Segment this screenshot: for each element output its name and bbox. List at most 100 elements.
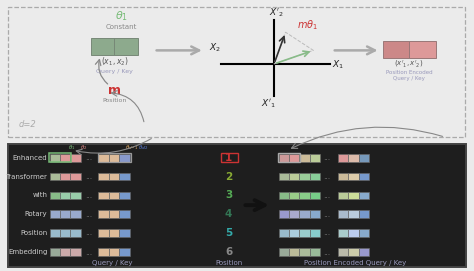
Bar bbox=[99, 154, 109, 162]
Bar bbox=[71, 248, 81, 256]
FancyBboxPatch shape bbox=[8, 144, 466, 267]
Text: $X_1$: $X_1$ bbox=[332, 58, 344, 71]
Bar bbox=[279, 173, 289, 180]
Bar bbox=[98, 153, 131, 162]
Text: Position: Position bbox=[215, 260, 242, 266]
Text: $\theta_1$: $\theta_1$ bbox=[115, 9, 128, 22]
Bar bbox=[359, 192, 369, 199]
Bar bbox=[60, 248, 71, 256]
Text: $\theta_{d\!-\!1}$: $\theta_{d\!-\!1}$ bbox=[125, 143, 138, 152]
Bar bbox=[310, 192, 320, 199]
Text: ...: ... bbox=[324, 228, 331, 237]
Bar bbox=[310, 229, 320, 237]
Bar bbox=[338, 229, 348, 237]
FancyBboxPatch shape bbox=[8, 7, 465, 137]
Bar bbox=[300, 248, 310, 256]
Bar bbox=[71, 154, 81, 162]
Text: Enhanced: Enhanced bbox=[13, 155, 47, 161]
Text: Query / Key: Query / Key bbox=[96, 69, 133, 74]
Text: $\theta_1$: $\theta_1$ bbox=[68, 143, 75, 152]
Bar bbox=[348, 154, 359, 162]
Bar bbox=[279, 248, 289, 256]
Bar bbox=[119, 229, 130, 237]
Text: ...: ... bbox=[324, 172, 331, 181]
Bar bbox=[359, 154, 369, 162]
Text: 3: 3 bbox=[225, 190, 232, 200]
Bar bbox=[60, 210, 71, 218]
Bar bbox=[348, 210, 359, 218]
Bar bbox=[50, 154, 60, 162]
Bar bbox=[60, 229, 71, 237]
Text: Query / Key: Query / Key bbox=[92, 260, 132, 266]
Text: $X'_2$: $X'_2$ bbox=[269, 6, 283, 19]
Bar bbox=[359, 210, 369, 218]
Bar bbox=[383, 41, 410, 58]
Bar bbox=[410, 41, 436, 58]
Bar bbox=[279, 210, 289, 218]
Bar bbox=[338, 192, 348, 199]
Bar bbox=[221, 153, 238, 162]
Text: Position Encoded
Query / Key: Position Encoded Query / Key bbox=[386, 70, 432, 81]
Bar bbox=[348, 229, 359, 237]
Text: $\theta_2$: $\theta_2$ bbox=[80, 143, 87, 152]
Bar bbox=[109, 192, 119, 199]
Bar bbox=[310, 173, 320, 180]
Bar bbox=[99, 229, 109, 237]
Text: ...: ... bbox=[85, 191, 92, 200]
Bar bbox=[109, 210, 119, 218]
Text: $(x_1, x_2)$: $(x_1, x_2)$ bbox=[100, 55, 128, 68]
Text: $(x'_1, x'_2)$: $(x'_1, x'_2)$ bbox=[394, 59, 424, 70]
Bar bbox=[119, 154, 130, 162]
Bar bbox=[338, 248, 348, 256]
Bar bbox=[300, 229, 310, 237]
Bar bbox=[278, 153, 301, 162]
Bar bbox=[289, 248, 300, 256]
Bar bbox=[119, 192, 130, 199]
Bar bbox=[109, 154, 119, 162]
Bar bbox=[99, 192, 109, 199]
Text: 5: 5 bbox=[225, 228, 232, 238]
Text: $\theta_{d/2}$: $\theta_{d/2}$ bbox=[138, 143, 149, 152]
Bar bbox=[348, 192, 359, 199]
Bar bbox=[109, 248, 119, 256]
Bar bbox=[71, 173, 81, 180]
Text: ...: ... bbox=[324, 191, 331, 200]
Bar bbox=[289, 210, 300, 218]
Bar bbox=[289, 173, 300, 180]
Text: with: with bbox=[32, 192, 47, 198]
Bar bbox=[300, 154, 310, 162]
Bar bbox=[60, 192, 71, 199]
Text: Position Encoded Query / Key: Position Encoded Query / Key bbox=[304, 260, 406, 266]
Bar bbox=[348, 248, 359, 256]
Bar bbox=[99, 210, 109, 218]
Text: $m\theta_1$: $m\theta_1$ bbox=[297, 18, 318, 32]
Text: 2: 2 bbox=[225, 172, 232, 182]
Bar bbox=[300, 173, 310, 180]
Bar bbox=[71, 210, 81, 218]
Text: ...: ... bbox=[324, 247, 331, 257]
Text: Constant: Constant bbox=[106, 24, 137, 30]
Bar bbox=[119, 248, 130, 256]
Text: $X_2$: $X_2$ bbox=[209, 41, 221, 54]
Text: 4: 4 bbox=[225, 209, 232, 219]
Bar bbox=[50, 173, 60, 180]
Bar bbox=[310, 248, 320, 256]
Bar bbox=[60, 173, 71, 180]
Text: ...: ... bbox=[85, 153, 92, 162]
Bar bbox=[348, 173, 359, 180]
Bar bbox=[289, 229, 300, 237]
Bar bbox=[114, 38, 137, 55]
Bar bbox=[338, 173, 348, 180]
Bar bbox=[50, 210, 60, 218]
Bar bbox=[119, 210, 130, 218]
Bar bbox=[338, 210, 348, 218]
Text: Position: Position bbox=[20, 230, 47, 236]
Bar bbox=[119, 173, 130, 180]
Text: Position: Position bbox=[102, 98, 127, 103]
Bar bbox=[300, 210, 310, 218]
Bar bbox=[359, 173, 369, 180]
Text: ...: ... bbox=[85, 228, 92, 237]
Bar bbox=[60, 154, 71, 162]
Bar bbox=[300, 192, 310, 199]
Bar bbox=[99, 248, 109, 256]
